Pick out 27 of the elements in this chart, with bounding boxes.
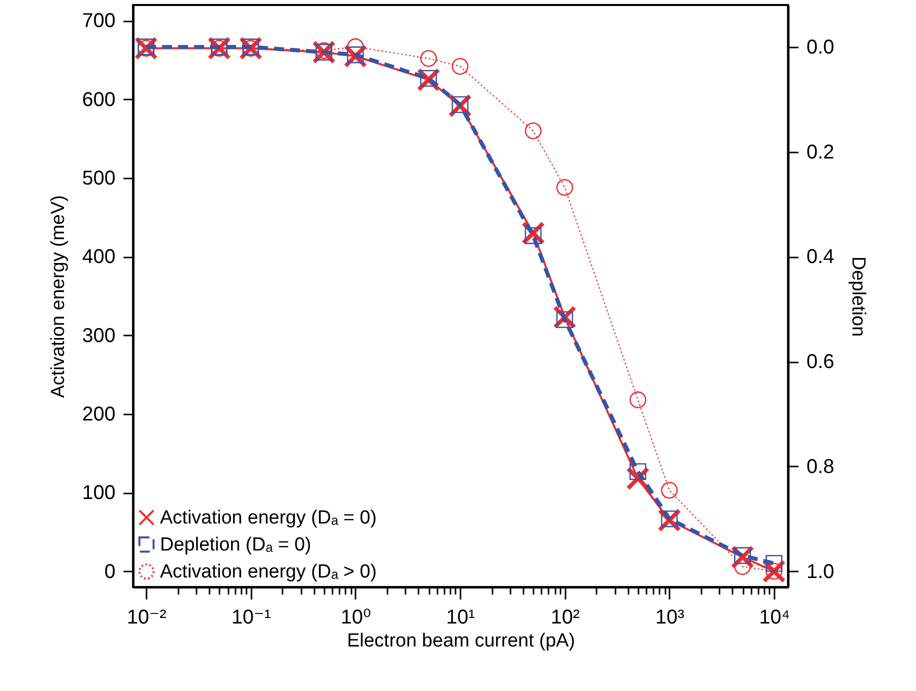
y-tick-label: 0 [104, 560, 116, 583]
y-tick-label: 300 [82, 324, 116, 347]
y2-axis-title: Depletion [847, 256, 868, 337]
x-tick-label: 10⁴ [759, 606, 790, 628]
x-tick-label: 10¹ [446, 606, 476, 628]
y-tick-label: 700 [82, 10, 116, 32]
x-tick-label: 10⁻¹ [232, 606, 272, 628]
y2-tick-label: 0.0 [806, 36, 834, 58]
x-tick-label: 10³ [655, 606, 685, 628]
x-tick-label: 10⁰ [340, 606, 372, 628]
y-axis-title: Activation energy (meV) [48, 195, 70, 398]
y2-tick-label: 0.8 [806, 456, 834, 478]
x-tick-label: 10² [550, 606, 580, 628]
x-tick-label: 10⁻² [126, 606, 167, 628]
y2-tick-label: 1.0 [806, 560, 834, 583]
y-tick-label: 600 [82, 88, 116, 111]
legend-label: Depletion (Dₐ = 0) [160, 534, 312, 556]
y-tick-label: 400 [82, 246, 116, 268]
x-axis-title: Electron beam current (pA) [346, 630, 576, 652]
y-tick-label: 100 [82, 482, 116, 504]
legend-label: Activation energy (Dₐ > 0) [160, 562, 377, 582]
y-tick-label: 200 [82, 403, 116, 426]
y-tick-label: 500 [82, 168, 116, 190]
y2-tick-label: 0.4 [806, 246, 834, 268]
y2-tick-label: 0.2 [806, 141, 834, 164]
legend-label: Activation energy (Dₐ = 0) [160, 508, 377, 528]
y2-tick-label: 0.6 [806, 351, 834, 374]
